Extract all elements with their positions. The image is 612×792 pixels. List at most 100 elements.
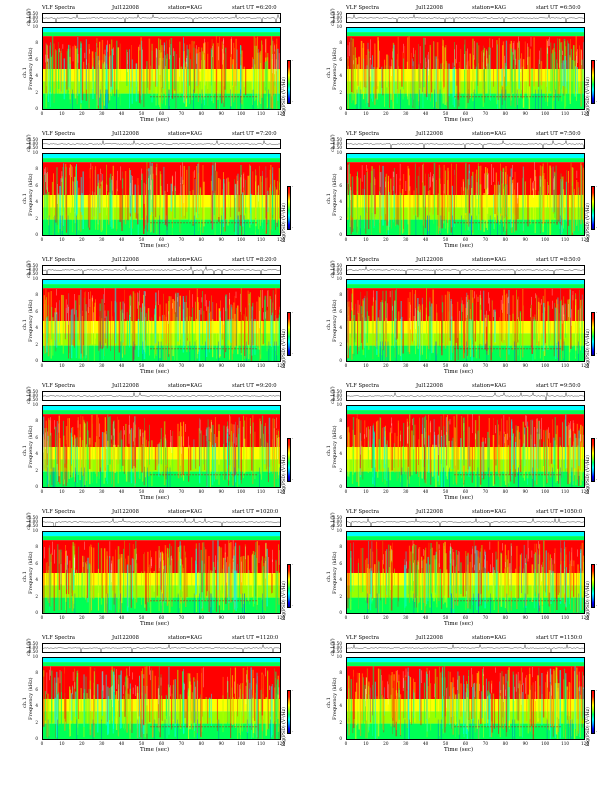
- spectral-streak: [177, 669, 179, 722]
- spectral-streak: [81, 62, 84, 101]
- time-tick-label: 0: [40, 111, 44, 116]
- spectral-streak: [474, 691, 476, 733]
- time-series-trace: [347, 14, 585, 23]
- spectral-streak: [229, 299, 230, 360]
- spectral-streak: [276, 430, 278, 479]
- freq-tick-label: 4: [339, 199, 342, 205]
- spectral-streak: [73, 292, 75, 346]
- spectral-low-streak: [167, 467, 168, 487]
- spectral-streak: [174, 540, 176, 607]
- spectral-streak: [421, 559, 423, 612]
- spectral-streak: [265, 422, 266, 464]
- spectral-streak: [72, 427, 74, 473]
- time-tick-label: 20: [79, 237, 85, 242]
- panel-title: VLF Spectra: [346, 5, 379, 11]
- spectral-streak: [352, 417, 355, 474]
- spectral-streak: [202, 165, 204, 233]
- ts-tick-label: 0.00: [332, 15, 342, 20]
- ts-tick-label: 0.00: [332, 267, 342, 272]
- spectral-streak: [565, 303, 567, 338]
- freq-tick-label: 8: [35, 418, 38, 424]
- spectral-streak: [97, 542, 99, 593]
- spectral-band: [43, 471, 280, 487]
- spectral-streak: [205, 697, 207, 717]
- spectral-streak: [373, 423, 374, 487]
- spectral-streak: [65, 444, 67, 487]
- spectral-streak: [200, 430, 202, 473]
- panel-date: Jul122008: [416, 257, 443, 263]
- spectral-streak: [377, 668, 380, 737]
- spectrogram-plot: [346, 27, 585, 110]
- spectral-streak: [483, 441, 485, 472]
- spectral-streak: [92, 166, 93, 220]
- x-axis-label: Time (sec): [140, 621, 170, 627]
- spectral-streak: [567, 43, 569, 94]
- spectral-streak: [268, 417, 271, 474]
- spectral-streak: [437, 58, 439, 109]
- spectral-streak: [362, 547, 364, 592]
- panel-start: start UT =7:20:0: [232, 131, 277, 137]
- spectral-streak: [158, 698, 160, 718]
- spectral-low-streak: [560, 467, 561, 487]
- spectral-streak: [362, 677, 364, 738]
- spectral-streak: [501, 68, 503, 86]
- spectral-streak: [113, 549, 115, 605]
- spectral-low-streak: [435, 341, 436, 361]
- spectral-streak: [230, 667, 231, 724]
- spectral-streak: [519, 436, 522, 473]
- spectral-streak: [255, 692, 256, 735]
- spectral-streak: [117, 679, 119, 736]
- spectral-streak: [183, 682, 185, 734]
- spectral-streak: [347, 57, 349, 109]
- spectral-streak: [99, 41, 101, 98]
- spectral-streak: [112, 444, 115, 472]
- spectral-streak: [46, 173, 48, 219]
- spectral-streak: [482, 62, 484, 101]
- spectral-streak: [469, 318, 471, 340]
- time-tick-label: 110: [561, 237, 570, 242]
- spectral-streak: [261, 40, 263, 98]
- spectral-streak: [560, 56, 561, 88]
- spectral-streak: [480, 541, 482, 595]
- time-tick-label: 20: [383, 111, 389, 116]
- spectral-band: [347, 410, 584, 415]
- spectral-low-streak: [559, 215, 561, 235]
- spectral-streak: [498, 181, 499, 213]
- spectral-streak: [442, 673, 443, 729]
- spectral-streak: [550, 434, 553, 464]
- spectral-streak: [440, 416, 442, 464]
- spectral-streak: [47, 58, 50, 102]
- spectral-streak: [264, 295, 267, 350]
- freq-tick-label: 4: [339, 325, 342, 331]
- spectral-streak: [443, 63, 445, 87]
- spectral-streak: [241, 57, 243, 105]
- spectral-streak: [79, 437, 81, 481]
- time-tick-label: 80: [198, 741, 204, 746]
- spectral-streak: [491, 689, 493, 733]
- spectral-streak: [136, 686, 139, 739]
- spectral-streak: [99, 311, 102, 349]
- spectral-streak: [488, 695, 490, 727]
- spectral-low-streak: [570, 719, 571, 739]
- spectral-streak: [276, 570, 278, 598]
- spectral-streak: [527, 694, 530, 734]
- spectral-streak: [548, 305, 550, 348]
- spectral-streak: [513, 674, 515, 737]
- time-tick-label: 0: [344, 237, 348, 242]
- ts-tick-label: 0.50: [28, 11, 38, 16]
- spectral-streak: [69, 689, 71, 736]
- spectral-streak: [470, 554, 472, 597]
- spectral-low-streak: [478, 719, 479, 739]
- spectral-streak: [66, 50, 68, 90]
- spectral-streak: [166, 53, 168, 109]
- spectral-streak: [216, 671, 218, 720]
- spectral-streak: [273, 179, 276, 218]
- spectral-streak: [233, 433, 234, 475]
- spectral-streak: [96, 55, 98, 100]
- time-tick-label: 10: [363, 615, 369, 620]
- spectral-streak: [224, 437, 226, 480]
- spectral-streak: [150, 65, 152, 87]
- panel-date: Jul122008: [112, 5, 139, 11]
- spectral-streak: [191, 692, 194, 730]
- spectral-streak: [532, 188, 534, 220]
